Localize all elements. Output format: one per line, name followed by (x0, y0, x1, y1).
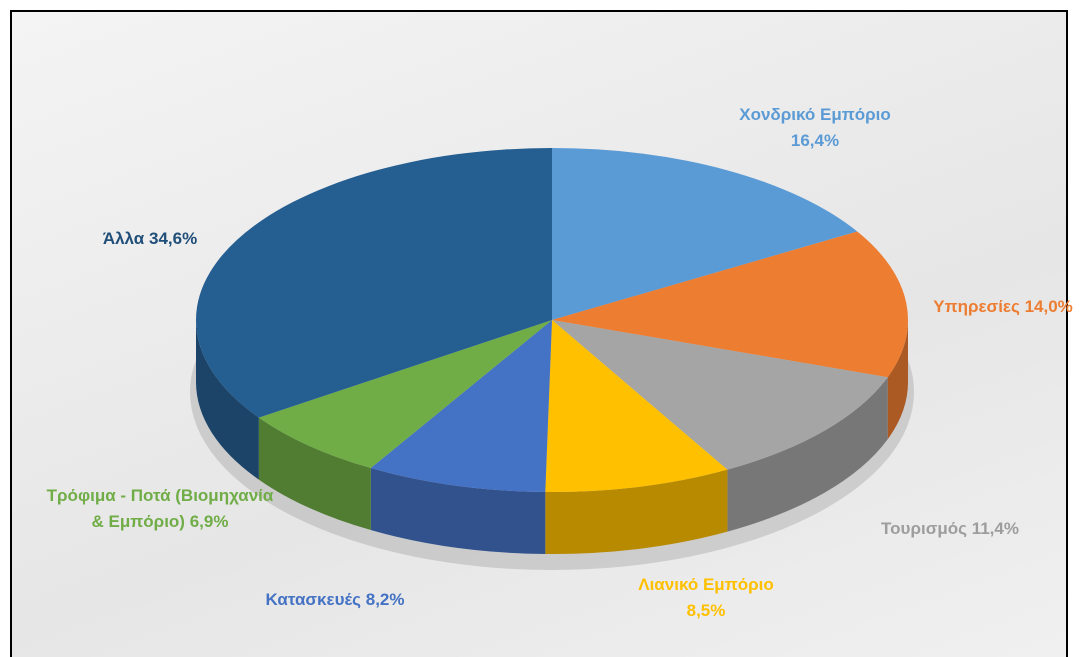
value-label: 16,4% (790, 131, 840, 150)
category-label: Άλλα (102, 229, 145, 248)
slice (370, 320, 552, 492)
slice (552, 320, 888, 470)
slice (196, 148, 552, 418)
slice (552, 231, 908, 378)
slice-side (258, 417, 371, 531)
value-label: 8,5% (686, 601, 726, 620)
slice-side (727, 377, 888, 532)
category-label: Τουρισμός (881, 519, 967, 538)
slice-side (545, 469, 728, 554)
data-label: Κατασκευές 8,2% (225, 587, 445, 613)
slice (552, 148, 858, 320)
slice (258, 320, 552, 469)
value-label: 6,9% (189, 512, 229, 531)
value-label: 34,6% (148, 229, 198, 248)
category-label: Λιανικό Εμπόριο (638, 575, 774, 594)
value-label: 11,4% (971, 519, 1019, 538)
data-label: Τουρισμός 11,4% (830, 516, 1070, 542)
data-label: Χονδρικό Εμπόριο 16,4% (725, 102, 905, 154)
slice-side (370, 468, 546, 554)
slice-side (196, 320, 259, 480)
slice-side (887, 320, 908, 440)
category-label: Τρόφιμα - Ποτά (Βιομηχανία & Εμπόριο) (46, 486, 274, 531)
value-label: 14,0% (1024, 297, 1073, 316)
value-label: 8,2% (365, 590, 405, 609)
data-label: Άλλα 34,6% (50, 226, 250, 252)
category-label: Κατασκευές (265, 590, 361, 609)
category-label: Υπηρεσίες (933, 297, 1020, 316)
data-label: Τρόφιμα - Ποτά (Βιομηχανία & Εμπόριο) 6,… (40, 483, 280, 535)
slice (545, 320, 728, 492)
category-label: Χονδρικό Εμπόριο (739, 105, 891, 124)
data-label: Υπηρεσίες 14,0% (883, 294, 1081, 320)
data-label: Λιανικό Εμπόριο 8,5% (596, 572, 816, 624)
